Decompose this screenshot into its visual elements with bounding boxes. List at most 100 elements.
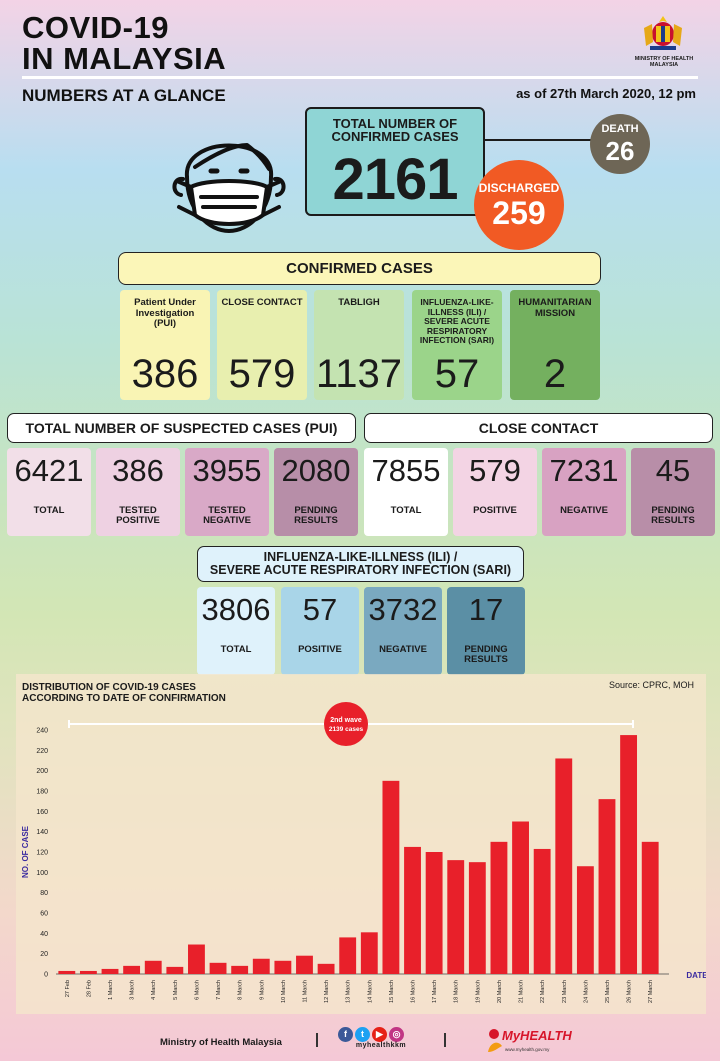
social-handle: myhealthkkm — [355, 1042, 407, 1049]
x-tick-label: 21 March — [519, 980, 525, 1003]
stat-value: 45 — [655, 453, 691, 488]
bar — [620, 735, 638, 974]
malaysia-crest-icon — [644, 16, 682, 50]
y-tick-label: 160 — [36, 809, 48, 816]
y-tick-label: 200 — [36, 768, 48, 775]
x-tick-label: 9 March — [259, 980, 265, 1000]
bar — [576, 866, 594, 974]
x-tick-label: 7 March — [216, 980, 222, 1000]
sari-card-negative: 3732 NEGATIVE — [364, 587, 442, 675]
chart-title-line-2: ACCORDING TO DATE OF CONFIRMATION — [22, 693, 226, 704]
x-tick-label: 12 March — [324, 980, 330, 1003]
x-tick-label: 1 March — [108, 980, 114, 1000]
x-tick-label: 20 March — [497, 980, 503, 1003]
x-tick-label: 13 March — [346, 980, 352, 1003]
x-tick-label: 23 March — [562, 980, 568, 1003]
wave-badge — [324, 702, 368, 746]
stat-label: POSITIVE — [298, 644, 342, 655]
footer-ministry: Ministry of Health Malaysia — [160, 1037, 282, 1048]
bar — [555, 758, 573, 974]
stat-label: PENDING RESULTS — [464, 644, 508, 665]
y-tick-label: 180 — [36, 789, 48, 796]
bar — [209, 962, 227, 974]
bar — [58, 970, 76, 974]
ministry-caption-line-2: MALAYSIA — [649, 62, 679, 68]
x-tick-label: 27 Feb — [65, 980, 71, 997]
x-axis-label: DATE — [686, 971, 706, 980]
stat-value: 7855 — [371, 453, 441, 488]
sari-header-line-2: SEVERE ACUTE RESPIRATORY INFECTION (SARI… — [209, 563, 512, 577]
myhealth-logo-icon — [488, 1029, 502, 1052]
bar — [296, 955, 313, 974]
x-tick-label: 10 March — [281, 980, 287, 1003]
bar — [101, 968, 119, 974]
stat-label: TOTAL — [220, 644, 252, 655]
death-value: 26 — [605, 136, 635, 166]
myhealth-logo-text: MyHEALTH — [502, 1028, 572, 1043]
stat-label: TOTAL — [33, 505, 65, 516]
y-tick-label: 240 — [36, 728, 48, 735]
pui-card-total: 6421 TOTAL — [7, 448, 91, 536]
x-tick-label: 8 March — [238, 980, 244, 1000]
x-tick-label: 17 March — [432, 980, 438, 1003]
bar — [404, 846, 421, 974]
close-contact-card-total: 7855 TOTAL — [364, 448, 448, 536]
bar — [512, 821, 529, 974]
stat-label: PENDING RESULTS — [294, 505, 338, 526]
facebook-icon[interactable]: f — [338, 1027, 353, 1042]
pui-card-negative: 3955 TESTED NEGATIVE — [185, 448, 269, 536]
confirmed-card-label: INFLUENZA-LIKE-ILLNESS (ILI) / SEVERE AC… — [419, 297, 495, 345]
x-tick-label: 5 March — [173, 980, 179, 1000]
page-subtitle: NUMBERS AT A GLANCE — [22, 86, 226, 105]
confirmed-card-pui: Patient Under Investigation (PUI) 386 — [120, 290, 210, 400]
sari-header-line-1: INFLUENZA-LIKE-ILLNESS (ILI) / — [263, 550, 458, 564]
instagram-icon[interactable]: ◎ — [389, 1027, 404, 1042]
x-tick-label: 6 March — [194, 980, 200, 1000]
stat-value: 2080 — [281, 453, 351, 488]
stat-value: 3806 — [201, 592, 271, 627]
bar — [382, 780, 400, 974]
stat-label: PENDING RESULTS — [651, 505, 695, 526]
death-label: DEATH — [601, 123, 639, 135]
discharged-badge: DISCHARGED 259 — [474, 160, 564, 250]
stat-label: TESTED POSITIVE — [116, 505, 160, 526]
wave-badge-line-2: 2139 cases — [329, 726, 364, 733]
twitter-icon[interactable]: t — [355, 1027, 370, 1042]
confirmed-card-value: 1137 — [315, 352, 402, 396]
bar — [188, 944, 205, 974]
x-tick-label: 22 March — [540, 980, 546, 1003]
pui-card-pending: 2080 PENDING RESULTS — [274, 448, 358, 536]
confirmed-card-value: 579 — [228, 352, 296, 396]
stat-value: 6421 — [14, 453, 84, 488]
sari-header: INFLUENZA-LIKE-ILLNESS (ILI) / SEVERE AC… — [197, 546, 524, 582]
y-axis-label: NO. OF CASE — [21, 825, 30, 878]
y-tick-label: 40 — [40, 931, 48, 938]
youtube-icon[interactable]: ▶ — [372, 1027, 387, 1042]
confirmed-card-close-contact: CLOSE CONTACT 579 — [217, 290, 307, 400]
confirmed-card-label: CLOSE CONTACT — [221, 297, 303, 308]
title-line-1: COVID-19 — [22, 10, 169, 45]
stat-label: NEGATIVE — [560, 505, 608, 516]
bar — [468, 862, 486, 974]
footer-separator — [444, 1033, 446, 1047]
confirmed-card-label: TABLIGH — [338, 297, 380, 308]
stat-value: 17 — [468, 592, 504, 627]
x-tick-label: 24 March — [583, 980, 589, 1003]
chart-source: Source: CPRC, MOH — [608, 680, 694, 690]
bar — [339, 937, 357, 974]
footer-separator — [316, 1033, 318, 1047]
x-tick-label: 15 March — [389, 980, 395, 1003]
bar — [533, 848, 551, 974]
x-tick-label: 26 March — [627, 980, 633, 1003]
confirmed-card-humanitarian: HUMANITARIAN MISSION 2 — [510, 290, 600, 400]
case-distribution-chart: 0 20 40 60 80 100 120 140 160 180 200 220 240 NO. OF … — [21, 702, 706, 1003]
confirmed-card-value: 2 — [543, 352, 567, 396]
confirmed-card-ili-sari: INFLUENZA-LIKE-ILLNESS (ILI) / SEVERE AC… — [412, 290, 502, 400]
bar — [274, 960, 292, 974]
stat-value: 386 — [112, 453, 164, 488]
close-contact-header: CLOSE CONTACT — [364, 413, 713, 443]
total-confirmed-value: 2161 — [332, 147, 458, 212]
bar — [360, 932, 378, 974]
bar — [252, 958, 270, 974]
myhealth-url: www.myhealth.gov.my — [505, 1047, 550, 1052]
